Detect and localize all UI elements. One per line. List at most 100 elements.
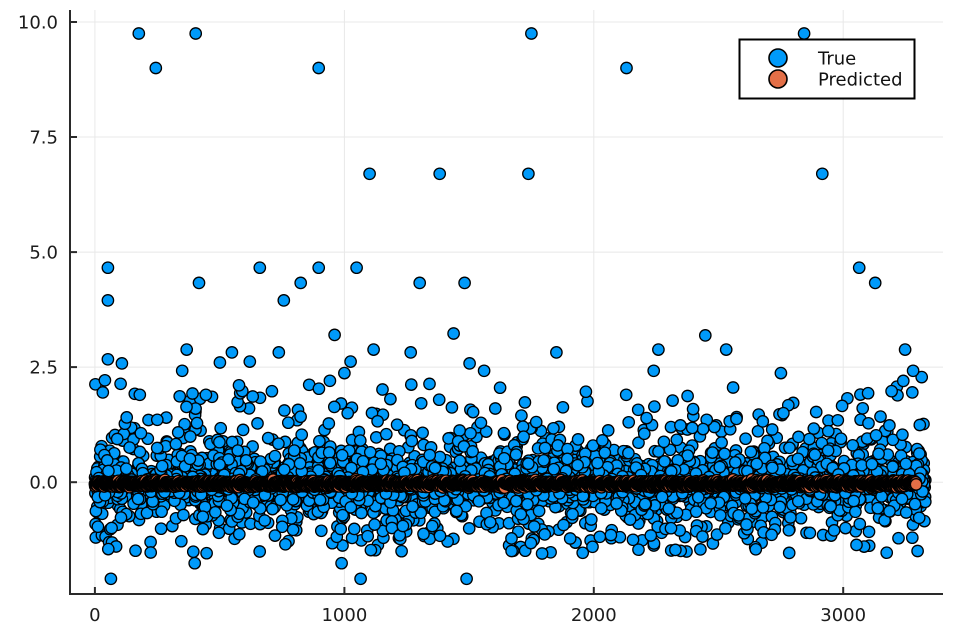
data-point-true — [872, 447, 885, 461]
data-point-true — [899, 506, 913, 519]
gridlines — [70, 10, 943, 594]
data-point-true — [353, 434, 367, 447]
data-point-true — [749, 542, 763, 556]
data-point-true — [189, 27, 203, 40]
data-point-true — [715, 436, 728, 449]
data-point-true — [100, 454, 114, 467]
data-point-true — [674, 419, 687, 432]
data-point-true — [517, 430, 530, 444]
data-point-true — [622, 446, 635, 460]
data-point-true — [658, 455, 671, 468]
data-point-true — [368, 518, 381, 531]
data-point-true — [899, 457, 913, 471]
data-point-true — [294, 276, 308, 290]
data-point-true — [253, 545, 267, 558]
data-point-true — [834, 432, 848, 446]
data-point-true — [286, 523, 300, 537]
data-point-true — [350, 261, 363, 275]
data-point-true — [718, 447, 731, 461]
data-point-true — [756, 415, 770, 428]
data-point-true — [312, 382, 326, 396]
data-point-true — [101, 294, 115, 307]
data-point-true — [395, 544, 408, 558]
data-point-true — [274, 493, 287, 507]
data-point-true — [463, 357, 476, 370]
data-point-true — [371, 414, 384, 428]
data-point-true — [466, 405, 480, 419]
data-point-true — [807, 422, 821, 435]
data-point-true — [432, 393, 446, 407]
data-point-true — [869, 428, 883, 442]
data-point-true — [488, 402, 502, 415]
data-point-true — [268, 529, 282, 542]
data-point-true — [773, 500, 787, 514]
data-point-true — [460, 572, 473, 586]
data-point-true — [784, 511, 797, 524]
data-point-true — [140, 506, 154, 520]
data-point-true — [150, 413, 164, 427]
data-point-true — [272, 346, 286, 359]
data-point-true — [895, 492, 909, 506]
data-point-true — [155, 459, 169, 473]
data-point-true — [212, 526, 226, 540]
data-point-true — [626, 533, 640, 547]
data-point-true — [458, 276, 471, 290]
data-point-true — [466, 445, 479, 458]
data-point-true — [698, 329, 712, 342]
data-point-true — [593, 530, 607, 544]
data-point-true — [423, 448, 437, 462]
data-point-true — [518, 396, 532, 409]
data-point-true — [367, 343, 380, 356]
data-point-true — [521, 457, 535, 471]
data-point-true — [278, 404, 291, 417]
data-point-true — [547, 421, 560, 435]
data-point-true — [279, 537, 292, 551]
data-point-true — [691, 490, 705, 504]
data-point-true — [251, 417, 264, 430]
data-point-true — [413, 276, 427, 290]
data-point-true — [738, 492, 752, 505]
data-point-true — [374, 457, 388, 471]
data-point-true — [576, 546, 590, 560]
data-point-true — [782, 546, 796, 560]
data-point-true — [509, 494, 523, 508]
data-point-true — [174, 534, 188, 548]
data-point-true — [453, 454, 467, 468]
data-point-true — [417, 527, 430, 541]
data-point-true — [594, 501, 608, 515]
data-point-true — [180, 400, 193, 414]
y-tick-label: 10.0 — [18, 13, 58, 34]
data-point-true — [619, 388, 633, 402]
x-tick-label: 0 — [89, 605, 100, 626]
data-point-true — [115, 357, 129, 370]
data-point-true — [849, 505, 862, 519]
data-point-true — [214, 421, 228, 435]
data-point-true — [524, 536, 538, 550]
data-point-true — [154, 522, 168, 536]
x-tick-label: 1000 — [321, 605, 367, 626]
data-point-true — [591, 456, 604, 470]
data-point-true — [199, 388, 213, 402]
data-point-true — [396, 519, 410, 533]
data-point-true — [155, 505, 168, 519]
data-point-true — [312, 61, 326, 75]
y-tick-label: 7.5 — [29, 128, 58, 149]
data-point-true — [560, 452, 574, 466]
data-point-true — [745, 502, 759, 516]
data-point-true — [912, 447, 926, 460]
data-point-true — [662, 502, 676, 515]
data-point-true — [853, 517, 867, 531]
data-point-true — [632, 543, 645, 557]
data-point-true — [537, 453, 551, 467]
data-point-true — [862, 416, 875, 430]
y-tick-label: 5.0 — [29, 243, 58, 264]
data-point-true — [791, 494, 805, 508]
data-point-true — [713, 508, 727, 522]
axes-spines — [69, 10, 943, 595]
data-point-true — [885, 384, 898, 398]
data-point-true — [275, 520, 289, 534]
data-point-true — [751, 424, 765, 438]
data-point-true — [322, 417, 336, 430]
data-point-true — [414, 396, 428, 410]
data-point-true — [719, 522, 732, 535]
